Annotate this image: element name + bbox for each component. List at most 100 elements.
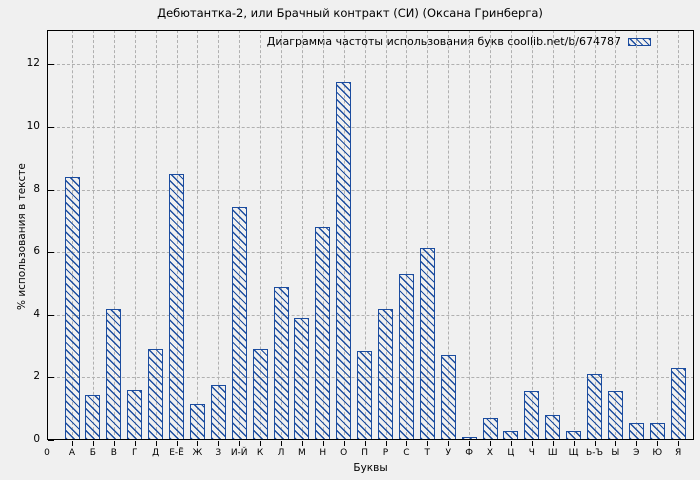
x-tick-label-А: А [68, 448, 76, 458]
bar-З [210, 385, 226, 440]
x-tick-label-Ш: Ш [547, 448, 558, 458]
v-gridline [657, 30, 659, 440]
legend-label: Диаграмма частоты использования букв coo… [266, 35, 621, 48]
y-tick-label: 10 [26, 120, 40, 133]
x-tick-label-Н: Н [319, 448, 327, 458]
y-axis-title: % использования в тексте [16, 163, 28, 310]
v-gridline [134, 30, 136, 440]
y-tick-mark [48, 127, 54, 129]
x-tick-label-Ф: Ф [465, 448, 473, 458]
bar-Б [85, 394, 101, 440]
x-tick-label-Г: Г [131, 448, 138, 458]
v-gridline [260, 30, 262, 440]
x-tick-label-Л: Л [277, 448, 285, 458]
x-tick-mark [469, 441, 471, 446]
y-tick-mark [48, 377, 54, 379]
bar-Ч [524, 391, 540, 440]
bar-К [252, 349, 268, 440]
y-tick-mark [48, 440, 54, 441]
bar-С [398, 274, 414, 440]
x-tick-mark [448, 441, 450, 446]
v-gridline [636, 30, 638, 440]
bar-Р [378, 308, 393, 440]
x-tick-label-З: З [215, 448, 222, 458]
v-gridline [406, 30, 408, 440]
x-tick-mark [197, 441, 199, 446]
legend-hatch-swatch-icon [628, 37, 651, 46]
x-tick-mark [113, 441, 115, 446]
v-gridline [281, 30, 282, 440]
x-tick-label-П: П [361, 448, 368, 458]
x-tick-mark [218, 441, 220, 446]
v-gridline [364, 30, 366, 440]
x-tick-mark [134, 441, 136, 446]
x-tick-label-Я: Я [674, 448, 682, 458]
x-tick-label-Ч: Ч [528, 448, 535, 458]
x-tick-label-В: В [110, 448, 117, 458]
v-gridline [113, 30, 115, 440]
x-tick-mark [657, 441, 659, 446]
y-tick-label: 0 [33, 433, 40, 445]
bar-Ш [545, 414, 561, 440]
h-gridline [47, 127, 694, 129]
x-tick-mark [322, 441, 324, 446]
x-tick-label-Е-Ё: Е-Ё [169, 448, 184, 458]
x-tick-mark [615, 441, 617, 446]
x-tick-label-Т: Т [424, 448, 431, 458]
v-gridline [197, 30, 199, 440]
v-gridline [678, 30, 680, 440]
x-tick-label-Ц: Ц [507, 448, 515, 458]
v-gridline [92, 30, 94, 440]
bar-Е-Ё [169, 173, 184, 440]
x-tick-mark [72, 441, 73, 446]
h-gridline [47, 314, 694, 316]
x-tick-mark [510, 441, 512, 446]
chart-legend: Диаграмма частоты использования букв coo… [267, 35, 651, 48]
y-tick-label: 2 [33, 370, 40, 383]
x-tick-mark [176, 441, 178, 446]
bar-П [357, 350, 373, 440]
x-tick-mark [427, 441, 429, 446]
h-gridline [47, 64, 694, 66]
x-tick-label-Д: Д [152, 448, 160, 458]
x-tick-label-Р: Р [382, 448, 389, 458]
bar-Д [148, 349, 164, 440]
bar-Ь-Ъ [587, 374, 602, 440]
v-gridline [448, 30, 450, 440]
v-gridline [594, 30, 596, 440]
x-tick-mark [594, 441, 596, 446]
bar-В [106, 308, 122, 440]
x-tick-mark [155, 441, 157, 446]
bar-Н [315, 227, 331, 440]
bar-О [336, 81, 352, 440]
bar-Т [419, 247, 435, 440]
v-gridline [469, 30, 471, 440]
x-tick-mark [678, 441, 680, 446]
x-tick-mark [239, 441, 241, 446]
x-tick-label-Ы: Ы [611, 448, 620, 458]
x-tick-mark [343, 441, 345, 446]
y-tick-label: 12 [26, 57, 40, 70]
v-gridline [510, 30, 512, 440]
bar-Л [273, 286, 289, 440]
x-tick-mark [364, 441, 366, 446]
x-tick-label-М: М [298, 448, 306, 458]
v-gridline [301, 30, 303, 440]
bar-Х [482, 418, 498, 440]
v-gridline [218, 30, 220, 440]
bar-А [64, 177, 80, 440]
x-tick-label-Щ: Щ [568, 448, 579, 458]
v-gridline [155, 30, 157, 440]
bar-Ф [461, 436, 477, 440]
v-gridline [615, 30, 617, 440]
y-tick-mark [48, 314, 54, 316]
bar-Ю [649, 422, 665, 440]
y-tick-label: 4 [33, 307, 40, 320]
x-tick-mark [260, 441, 262, 446]
bar-Э [628, 422, 644, 440]
bar-И-Й [231, 206, 247, 440]
x-tick-mark [385, 441, 387, 446]
x-tick-label-Э: Э [633, 448, 640, 458]
h-gridline [47, 252, 694, 254]
